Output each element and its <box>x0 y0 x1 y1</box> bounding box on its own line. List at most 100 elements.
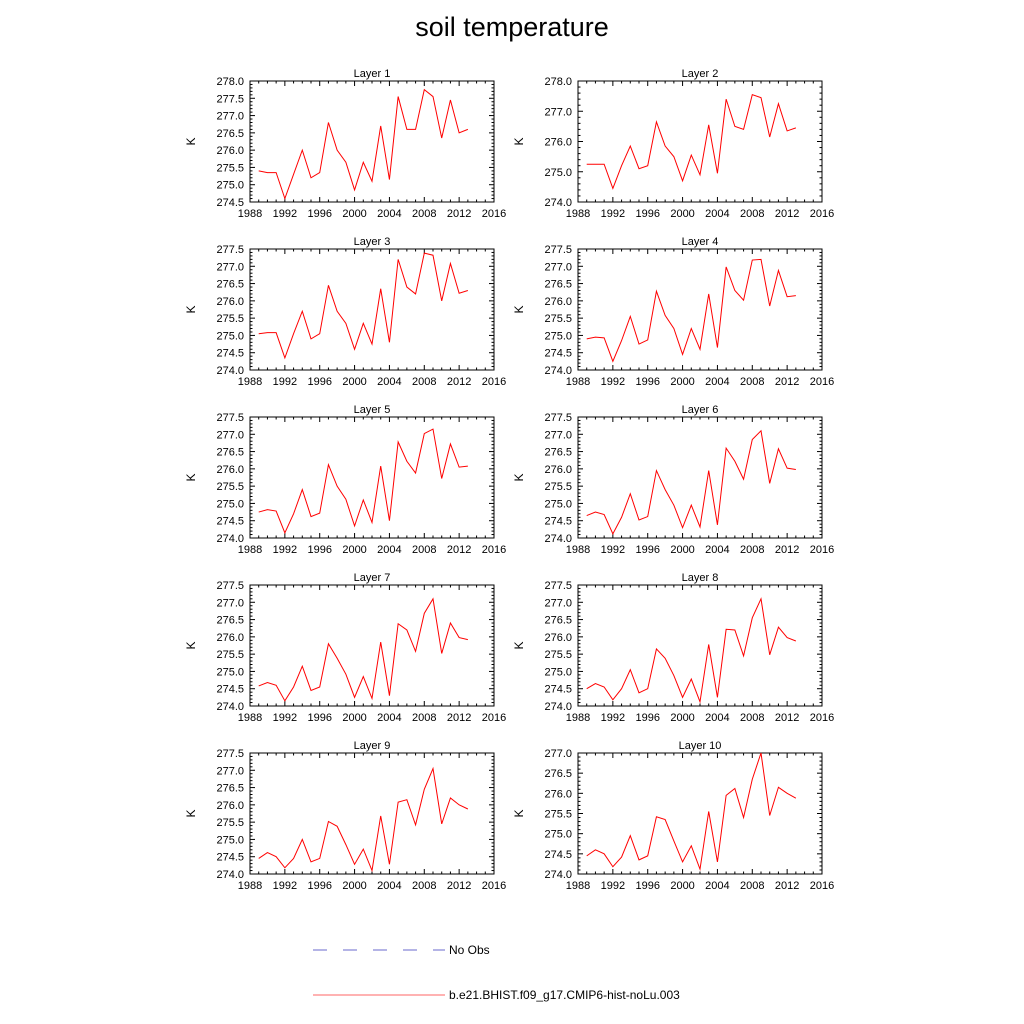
y-tick-label: 276.0 <box>544 464 572 476</box>
x-tick-label: 2004 <box>705 208 729 220</box>
x-tick-label: 1996 <box>307 208 331 220</box>
panel-layer-1: Layer 1 K 1988 1992 1996 2000 2004 2008 2012 2016… <box>184 68 506 220</box>
y-tick-label: 276.0 <box>216 145 244 157</box>
x-tick-label: 1996 <box>635 376 659 388</box>
y-tick-label: 278.0 <box>544 76 572 88</box>
panels-group: Layer 1 K 1988 1992 1996 2000 2004 2008 2012 2016… <box>184 68 834 892</box>
x-tick-label: 2016 <box>482 544 506 556</box>
y-axis-label: K <box>184 137 198 145</box>
x-tick-label: 2000 <box>670 544 694 556</box>
y-tick-label: 275.0 <box>544 330 572 342</box>
x-tick-label: 1996 <box>635 544 659 556</box>
y-tick-label: 274.0 <box>216 365 244 377</box>
x-tick-label: 2008 <box>740 544 764 556</box>
x-tick-label: 1996 <box>307 376 331 388</box>
x-tick-label: 2012 <box>775 376 799 388</box>
x-tick-label: 1992 <box>601 208 625 220</box>
panel-title: Layer 6 <box>682 404 719 416</box>
y-tick-label: 275.5 <box>216 481 244 493</box>
plot-frame <box>249 80 495 203</box>
x-tick-label: 2012 <box>775 544 799 556</box>
series-line <box>258 597 468 702</box>
y-tick-label: 274.0 <box>544 533 572 545</box>
y-tick-label: 276.0 <box>544 296 572 308</box>
x-tick-label: 2012 <box>447 376 471 388</box>
x-tick-label: 2012 <box>447 208 471 220</box>
panel-title: Layer 5 <box>354 404 391 416</box>
y-axis-label: K <box>512 473 526 481</box>
x-tick-label: 1988 <box>238 544 262 556</box>
y-tick-label: 276.5 <box>216 279 244 291</box>
y-tick-label: 276.5 <box>544 615 572 627</box>
panel-title: Layer 1 <box>354 68 391 80</box>
plot-frame <box>249 752 495 875</box>
y-tick-label: 274.5 <box>216 197 244 209</box>
y-tick-label: 277.0 <box>216 111 244 123</box>
x-tick-label: 2004 <box>377 208 401 220</box>
x-tick-label: 1988 <box>238 376 262 388</box>
y-tick-label: 274.0 <box>544 197 572 209</box>
y-tick-label: 274.0 <box>216 869 244 881</box>
x-tick-label: 2012 <box>775 208 799 220</box>
x-tick-label: 1996 <box>307 712 331 724</box>
y-tick-label: 276.0 <box>544 137 572 149</box>
y-axis-label: K <box>184 809 198 817</box>
x-tick-label: 2004 <box>705 880 729 892</box>
x-tick-label: 1996 <box>635 712 659 724</box>
chart-title: soil temperature <box>415 12 609 42</box>
y-tick-label: 275.5 <box>216 313 244 325</box>
x-tick-label: 1992 <box>601 376 625 388</box>
x-tick-label: 2012 <box>447 880 471 892</box>
y-axis-label: K <box>512 305 526 313</box>
x-tick-label: 2016 <box>482 208 506 220</box>
y-tick-label: 277.0 <box>216 765 244 777</box>
panel-title: Layer 8 <box>682 572 719 584</box>
x-tick-label: 1996 <box>307 544 331 556</box>
y-tick-label: 276.5 <box>216 615 244 627</box>
y-tick-label: 274.5 <box>216 852 244 864</box>
plot-frame <box>577 584 823 707</box>
y-tick-label: 275.0 <box>544 167 572 179</box>
y-tick-label: 274.5 <box>216 348 244 360</box>
x-tick-label: 2008 <box>740 880 764 892</box>
x-tick-label: 1992 <box>601 544 625 556</box>
y-tick-label: 274.5 <box>544 849 572 861</box>
y-tick-label: 274.0 <box>544 365 572 377</box>
series-line <box>586 93 797 190</box>
y-tick-label: 276.5 <box>216 447 244 459</box>
y-tick-label: 277.0 <box>544 597 572 609</box>
y-tick-label: 274.0 <box>216 533 244 545</box>
x-tick-label: 1992 <box>601 880 625 892</box>
x-tick-label: 1996 <box>635 208 659 220</box>
x-tick-label: 2000 <box>670 376 694 388</box>
y-axis-label: K <box>512 809 526 817</box>
y-axis-label: K <box>512 641 526 649</box>
x-tick-label: 1996 <box>635 880 659 892</box>
x-tick-label: 1992 <box>273 880 297 892</box>
x-tick-label: 2004 <box>377 544 401 556</box>
y-tick-label: 275.5 <box>544 481 572 493</box>
x-tick-label: 1988 <box>566 544 590 556</box>
x-tick-label: 2016 <box>482 880 506 892</box>
y-tick-label: 274.5 <box>544 348 572 360</box>
panel-title: Layer 2 <box>682 68 719 80</box>
series-line <box>258 88 469 201</box>
panel-title: Layer 4 <box>682 236 719 248</box>
series-line <box>586 429 796 535</box>
y-tick-label: 274.0 <box>544 701 572 713</box>
y-tick-label: 275.5 <box>216 649 244 661</box>
panel-title: Layer 9 <box>354 740 391 752</box>
y-tick-label: 276.0 <box>216 464 244 476</box>
x-tick-label: 1992 <box>273 208 297 220</box>
y-tick-label: 275.5 <box>216 162 244 174</box>
series-line <box>586 258 796 363</box>
y-tick-label: 275.5 <box>544 649 572 661</box>
y-tick-label: 277.5 <box>216 244 244 256</box>
panel-layer-5: Layer 5 K 1988 1992 1996 2000 2004 2008 2012 2016… <box>184 404 506 556</box>
series-line <box>586 752 797 872</box>
y-tick-label: 277.0 <box>216 429 244 441</box>
y-tick-label: 277.0 <box>544 106 572 118</box>
legend: No Obs b.e21.BHIST.f09_g17.CMIP6-hist-noL… <box>313 943 680 1002</box>
x-tick-label: 2004 <box>705 712 729 724</box>
